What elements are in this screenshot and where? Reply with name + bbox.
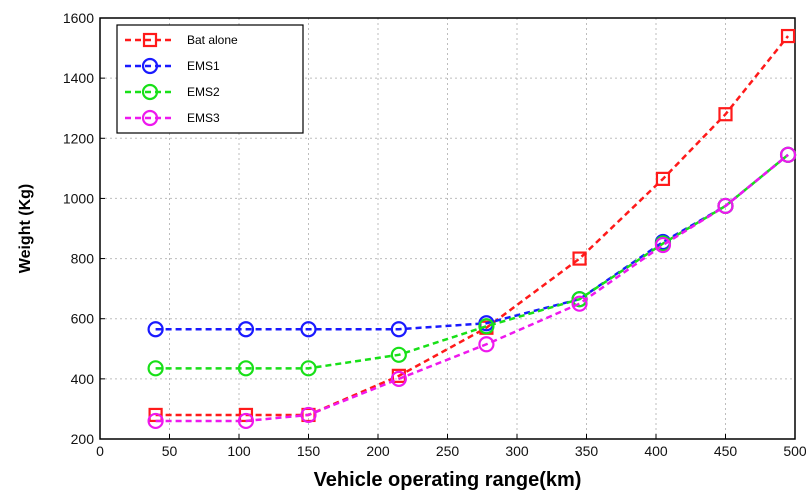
data-point [147, 412, 164, 430]
data-point [572, 251, 587, 266]
legend-label: EMS1 [187, 59, 220, 73]
x-tick-label: 400 [644, 443, 668, 459]
y-tick-label: 600 [71, 311, 95, 327]
legend-box [116, 24, 304, 134]
x-tick-label: 450 [714, 443, 738, 459]
legend-label: Bat alone [187, 33, 238, 47]
x-tick-label: 250 [436, 443, 460, 459]
x-tick-label: 50 [162, 443, 178, 459]
legend-marker [141, 83, 159, 101]
legend-label: EMS2 [187, 85, 220, 99]
x-tick-label: 350 [575, 443, 599, 459]
x-tick-label: 500 [783, 443, 806, 459]
data-point [147, 360, 164, 377]
legend-marker [141, 109, 159, 127]
x-tick-label: 200 [366, 443, 390, 459]
x-tick-label: 100 [227, 443, 251, 459]
data-point [717, 197, 734, 215]
x-axis-label: Vehicle operating range(km) [314, 469, 582, 491]
data-point [390, 370, 407, 387]
data-point [147, 321, 164, 338]
series-4 [147, 146, 797, 430]
legend-item: EMS2 [125, 83, 220, 101]
series-line [155, 153, 789, 423]
legend: Bat alone EMS1 EMS2 EMS3 [116, 24, 304, 134]
legend-marker [141, 57, 159, 75]
y-tick-label: 1400 [63, 70, 94, 86]
y-tick-label: 800 [71, 251, 95, 267]
data-point [300, 360, 317, 377]
data-point [655, 171, 671, 186]
data-point [237, 412, 255, 430]
data-point [478, 318, 495, 335]
legend-marker [142, 32, 158, 48]
data-point [478, 336, 495, 353]
data-point [390, 321, 407, 338]
y-axis-ticks: 200 400 600 800 1000 1200 1400 1600 [63, 10, 105, 447]
x-tick-label: 0 [96, 443, 104, 459]
legend-item: EMS3 [125, 109, 220, 127]
legend-label: EMS3 [187, 111, 220, 125]
data-point [780, 28, 796, 44]
x-axis-ticks: 0 50 100 150 200 250 300 350 400 450 500 [96, 434, 806, 459]
x-tick-label: 150 [297, 443, 321, 459]
data-point [779, 146, 797, 163]
data-point [237, 360, 255, 377]
y-tick-label: 1200 [63, 130, 94, 146]
y-axis-label: Weight (Kg) [17, 184, 34, 273]
y-tick-label: 400 [71, 371, 95, 387]
data-point [654, 236, 672, 254]
y-tick-label: 1600 [63, 10, 94, 26]
data-point [237, 321, 255, 338]
y-tick-label: 200 [71, 431, 95, 447]
data-point [300, 321, 317, 338]
data-point [718, 107, 733, 122]
data-point [571, 295, 588, 312]
series-line [155, 153, 789, 331]
legend-item: Bat alone [125, 32, 238, 48]
data-series [147, 28, 797, 430]
data-point [390, 346, 407, 363]
legend-item: EMS1 [125, 57, 220, 75]
series-line [155, 153, 789, 370]
y-tick-label: 1000 [63, 190, 94, 206]
x-tick-label: 300 [505, 443, 529, 459]
data-point [300, 406, 317, 424]
series-line [155, 35, 790, 417]
